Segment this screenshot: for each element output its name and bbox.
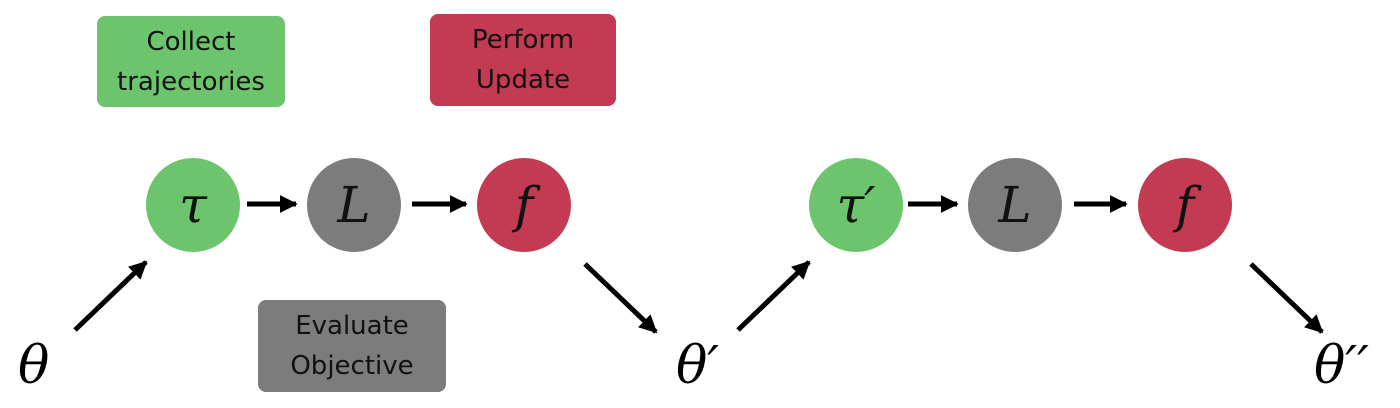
evaluate-objective-label: Evaluate Objective — [258, 300, 446, 392]
theta-label: θ — [18, 336, 50, 396]
tau-node: τ — [146, 158, 240, 252]
arrow-theta-prime-to-tau-prime — [736, 260, 811, 332]
update-f-node-label: f — [514, 176, 534, 234]
perform-update-label: Perform Update — [430, 14, 616, 106]
theta-prime-label: θ′ — [676, 336, 720, 396]
update-label-line1: Perform — [471, 25, 575, 55]
collect-trajectories-label: Collect trajectories — [97, 16, 285, 107]
update-f-node: f — [477, 158, 571, 252]
update-f-node-2-label: f — [1175, 176, 1195, 234]
loss-node-2-label: L — [998, 176, 1032, 234]
collect-label-line1: Collect — [146, 26, 236, 57]
loss-node: L — [307, 158, 401, 252]
arrow-f-to-theta-prime — [583, 262, 658, 334]
tau-prime-node: τ′ — [809, 158, 903, 252]
tau-node-label: τ — [179, 176, 207, 234]
update-label-line2: Update — [475, 65, 571, 95]
evaluate-label-line1: Evaluate — [295, 311, 409, 341]
tau-prime-node-label: τ′ — [836, 176, 876, 234]
update-f-node-2: f — [1138, 158, 1232, 252]
arrow-theta-to-tau — [73, 260, 148, 332]
evaluate-label-line2: Objective — [290, 351, 414, 381]
arrow-f-to-theta-double-prime — [1249, 262, 1324, 334]
loss-node-2: L — [968, 158, 1062, 252]
theta-double-prime-label: θ′′ — [1314, 336, 1369, 396]
collect-label-line2: trajectories — [117, 66, 265, 97]
loss-node-label: L — [337, 176, 371, 234]
